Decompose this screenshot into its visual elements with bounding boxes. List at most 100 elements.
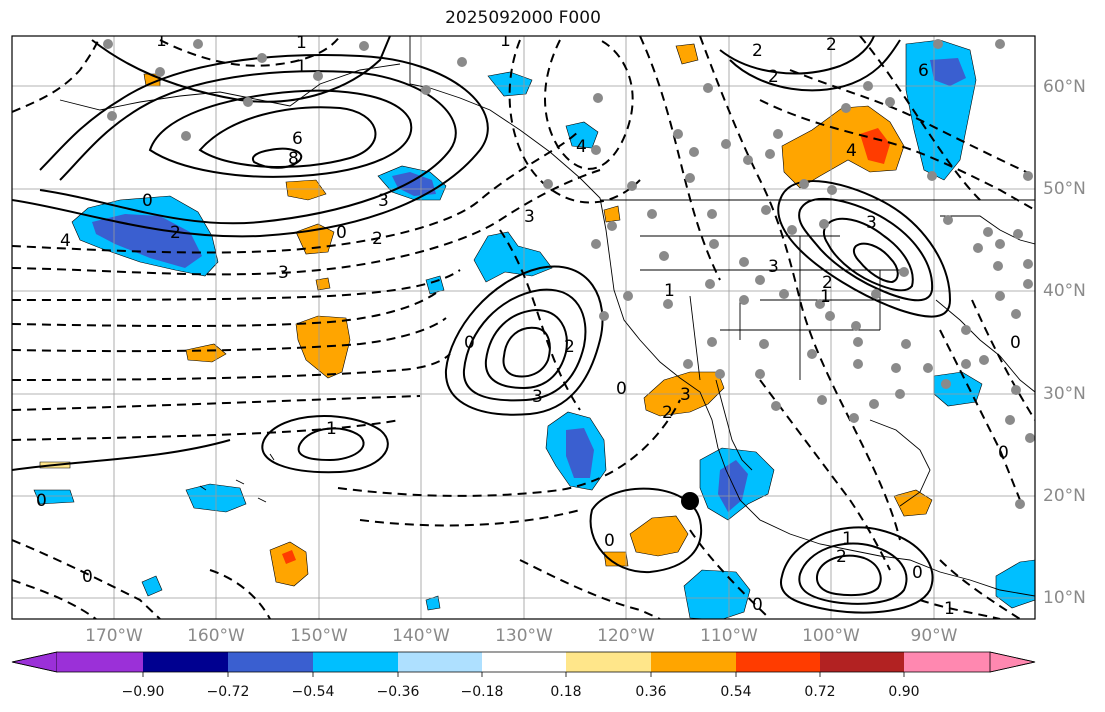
contour-label: 0 bbox=[82, 567, 93, 587]
shade-orange-gulf bbox=[893, 489, 933, 517]
lon-label: 110°W bbox=[700, 626, 758, 646]
colorbar-tick: 0.54 bbox=[720, 684, 752, 700]
lat-label: 50°N bbox=[1043, 179, 1086, 199]
contour-label: 0 bbox=[336, 223, 347, 243]
colorbar-tick: 0.90 bbox=[888, 684, 920, 700]
colorbar-tick: −0.18 bbox=[460, 684, 504, 700]
lon-label: 140°W bbox=[392, 626, 450, 646]
contour-label: 0 bbox=[998, 443, 1009, 463]
station-dots bbox=[103, 39, 1035, 509]
contour-label: 0 bbox=[36, 491, 47, 511]
lon-label: 160°W bbox=[187, 626, 245, 646]
contour-label: 2 bbox=[752, 41, 763, 61]
colorbar-tick: 0.18 bbox=[550, 684, 582, 700]
contour-label: 0 bbox=[752, 595, 763, 615]
shade-orange-top1 bbox=[675, 43, 699, 65]
contour-label: 2 bbox=[768, 67, 779, 87]
contour-label: 1 bbox=[500, 31, 511, 51]
shade-orange-small bbox=[603, 205, 621, 223]
contour-label: 4 bbox=[846, 141, 857, 161]
contour-label: 3 bbox=[768, 257, 779, 277]
colorbar-segment bbox=[566, 652, 651, 672]
shade-orange-pac1 bbox=[285, 179, 327, 201]
contour-label: 2 bbox=[836, 547, 847, 567]
contour-label: 1 bbox=[156, 31, 167, 51]
contour-label: 0 bbox=[912, 563, 923, 583]
contour-label: 2 bbox=[822, 273, 833, 293]
contour-label: 2 bbox=[826, 35, 837, 55]
shade-blue-small1 bbox=[141, 575, 163, 597]
contour-label: 2 bbox=[170, 223, 181, 243]
colorbar-min-arrow bbox=[11, 651, 58, 673]
shade-orange-small3 bbox=[315, 277, 331, 291]
lat-label: 20°N bbox=[1043, 486, 1086, 506]
contour-label: 2 bbox=[372, 229, 383, 249]
lon-label: 170°W bbox=[85, 626, 143, 646]
contour-label: 8 bbox=[288, 149, 299, 169]
contour-label: 4 bbox=[576, 137, 587, 157]
contour-label: 0 bbox=[464, 333, 475, 353]
shade-red-hawaii bbox=[282, 550, 296, 564]
colorbar-segment bbox=[313, 652, 398, 672]
colorbar-segment bbox=[228, 652, 313, 672]
shade-blue-ak bbox=[565, 121, 599, 149]
lon-label: 150°W bbox=[290, 626, 348, 646]
contour-label: 6 bbox=[918, 61, 929, 81]
contour-label: 0 bbox=[604, 531, 615, 551]
colorbar-segment bbox=[736, 652, 820, 672]
colorbar-segment bbox=[820, 652, 904, 672]
shade-royal-west bbox=[92, 214, 202, 268]
shade-royal-mid1 bbox=[392, 172, 436, 196]
colorbar-tick: −0.90 bbox=[121, 684, 165, 700]
lat-label: 40°N bbox=[1043, 281, 1086, 301]
map-title: 2025092000 F000 bbox=[445, 8, 601, 28]
colorbar-tick: −0.36 bbox=[376, 684, 420, 700]
colorbar-segment bbox=[904, 652, 990, 672]
colorbar-max-arrow bbox=[989, 651, 1036, 673]
lon-label: 120°W bbox=[597, 626, 655, 646]
contour-label: 3 bbox=[524, 207, 535, 227]
shade-blue-small4 bbox=[425, 595, 441, 611]
lat-label: 10°N bbox=[1043, 588, 1086, 608]
shade-royal-ne bbox=[930, 58, 966, 86]
contour-label: 3 bbox=[532, 387, 543, 407]
shade-orange-small2 bbox=[603, 551, 629, 567]
contour-label: 3 bbox=[680, 385, 691, 405]
contour-label: 2 bbox=[662, 403, 673, 423]
colorbar-segment bbox=[143, 652, 228, 672]
storm-marker bbox=[681, 492, 699, 510]
contour-label: 3 bbox=[378, 191, 389, 211]
contour-label: 1 bbox=[296, 33, 307, 53]
lat-label: 60°N bbox=[1043, 77, 1086, 97]
lon-label: 100°W bbox=[802, 626, 860, 646]
contour-label: 1 bbox=[944, 599, 955, 619]
contour-label: 0 bbox=[142, 191, 153, 211]
colorbar-tick: 0.72 bbox=[804, 684, 836, 700]
shade-blue-south bbox=[683, 569, 751, 619]
shade-blue-small3 bbox=[33, 489, 75, 505]
colorbar-tick: −0.72 bbox=[206, 684, 250, 700]
contour-label: 1 bbox=[296, 57, 307, 77]
contour-label: 0 bbox=[1010, 333, 1021, 353]
colorbar-segment bbox=[651, 652, 736, 672]
contour-labels: 1 1 6 8 3 2 0 4 3 2 0 2 4 3 1 3 2 0 3 1 … bbox=[36, 31, 1021, 619]
solid-contours bbox=[12, 36, 952, 614]
shade-orange-center bbox=[629, 515, 689, 557]
colorbar-tick: 0.36 bbox=[635, 684, 667, 700]
shade-royal-mex1 bbox=[566, 428, 594, 478]
colorbar-segment bbox=[482, 652, 566, 672]
contour-label: 3 bbox=[866, 213, 877, 233]
contour-label: 3 bbox=[278, 263, 289, 283]
contour-label: 1 bbox=[326, 419, 337, 439]
colorbar-segment bbox=[398, 652, 482, 672]
contour-label: 4 bbox=[60, 231, 71, 251]
colorbar bbox=[11, 651, 1036, 677]
shade-blue-se bbox=[995, 559, 1035, 609]
dashed-contours bbox=[12, 36, 1035, 619]
contour-label: 1 bbox=[842, 529, 853, 549]
lon-label: 130°W bbox=[495, 626, 553, 646]
shade-orange-hawaii bbox=[269, 541, 309, 587]
lat-label: 30°N bbox=[1043, 384, 1086, 404]
lon-label: 90°W bbox=[910, 626, 958, 646]
